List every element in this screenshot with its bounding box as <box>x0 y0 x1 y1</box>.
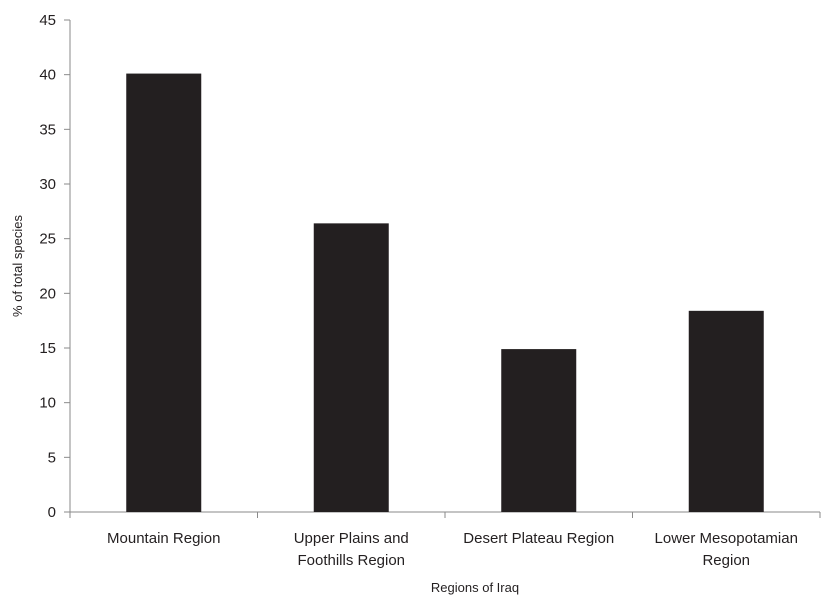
x-category-label: Mountain Region <box>107 530 220 547</box>
y-tick-label: 40 <box>39 67 56 84</box>
bar-4 <box>688 310 764 512</box>
y-tick-label: 20 <box>39 285 56 302</box>
y-tick-label: 35 <box>39 121 56 138</box>
bar-3 <box>501 349 577 512</box>
y-axis-title: % of total species <box>10 215 25 317</box>
bar-1 <box>126 73 202 512</box>
y-tick-label: 45 <box>39 12 56 29</box>
y-tick-label: 30 <box>39 176 56 193</box>
bars <box>126 73 764 513</box>
x-category-label: Upper Plains and Foothills Region <box>294 530 409 569</box>
category-labels: Mountain Region Upper Plains and Foothills… <box>107 530 798 569</box>
y-tick-label: 25 <box>39 231 56 248</box>
y-tick-label: 10 <box>39 395 56 412</box>
bar-2 <box>313 223 389 513</box>
x-axis-title: Regions of Iraq <box>431 580 519 595</box>
y-axis: 0 5 10 15 20 25 30 35 40 45 <box>39 12 71 521</box>
x-category-label: Lower Mesopotamian Region <box>655 530 798 569</box>
y-tick-label: 5 <box>48 449 56 466</box>
x-category-label: Desert Plateau Region <box>463 530 614 547</box>
y-tick-label: 15 <box>39 340 56 357</box>
y-tick-label: 0 <box>48 504 56 521</box>
x-axis <box>69 511 821 518</box>
